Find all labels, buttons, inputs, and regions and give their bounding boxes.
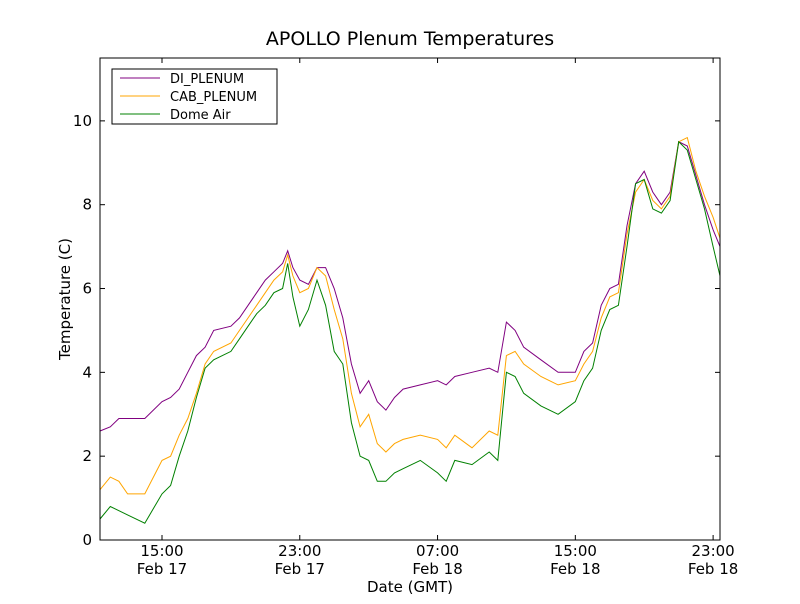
x-tick-date-label: Feb 17 [137,560,187,578]
y-tick-label: 4 [82,363,92,381]
x-tick-time-label: 15:00 [140,542,183,560]
series-line-di-plenum [99,141,721,432]
y-axis-label: Temperature (C) [56,238,74,361]
series-layer [99,136,721,524]
x-tick-time-label: 07:00 [416,542,459,560]
y-tick-label: 0 [82,531,92,549]
x-tick-time-label: 15:00 [554,542,597,560]
y-tick-label: 6 [82,280,92,298]
x-tick-date-label: Feb 17 [275,560,325,578]
y-tick-label: 8 [82,196,92,214]
y-tick-label: 10 [73,112,92,130]
legend-label: CAB_PLENUM [170,90,257,105]
plot-frame [99,57,721,541]
legend-label: Dome Air [170,108,231,123]
legend-label: DI_PLENUM [170,72,244,87]
legend: DI_PLENUM CAB_PLENUM Dome Air [111,68,278,125]
x-tick-date-label: Feb 18 [412,560,462,578]
x-axis-label: Date (GMT) [367,578,453,596]
series-line-cab-plenum [99,136,721,495]
x-tick-date-label: Feb 18 [688,560,738,578]
x-tick-date-label: Feb 18 [550,560,600,578]
series-line-dome-air [99,140,721,524]
y-tick-label: 2 [82,447,92,465]
x-tick-time-label: 23:00 [691,542,734,560]
x-tick-time-label: 23:00 [278,542,321,560]
chart-title: APOLLO Plenum Temperatures [266,28,554,50]
